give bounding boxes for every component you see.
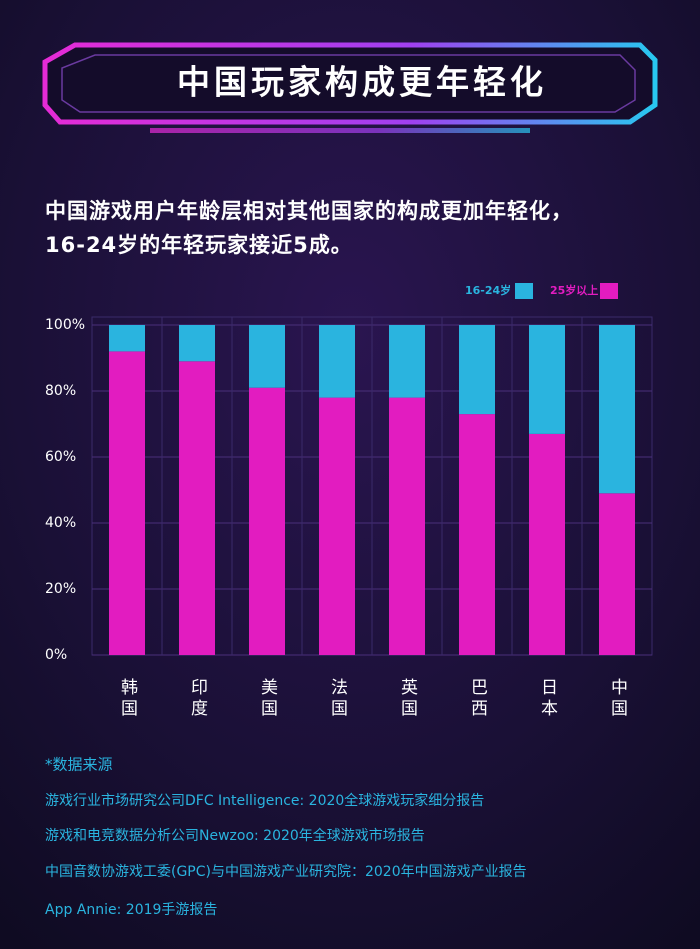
bar-segment xyxy=(319,325,355,398)
title-banner xyxy=(42,42,658,133)
x-tick-label: 巴西 xyxy=(467,678,487,720)
source: 游戏和电竞数据分析公司Newzoo: 2020年全球游戏市场报告 xyxy=(45,827,425,844)
y-tick-label: 40% xyxy=(45,515,76,531)
legend-swatch xyxy=(515,283,533,299)
source: 中国音数协游戏工委(GPC)与中国游戏产业研究院：2020年中国游戏产业报告 xyxy=(45,863,527,880)
x-tick-label: 美国 xyxy=(257,678,278,720)
y-tick-label: 20% xyxy=(45,581,76,597)
bar-segment xyxy=(249,387,285,655)
legend-swatch xyxy=(600,283,618,299)
x-tick-label: 中国 xyxy=(607,678,627,720)
source: 游戏行业市场研究公司DFC Intelligence: 2020全球游戏玩家细分… xyxy=(45,792,484,809)
y-tick-label: 0% xyxy=(45,647,67,663)
bar-segment xyxy=(179,361,215,655)
x-tick-label: 韩国 xyxy=(117,678,138,720)
bar-segment xyxy=(529,433,565,655)
bar-segment xyxy=(459,325,495,415)
y-tick-label: 60% xyxy=(45,449,76,465)
legend-label: 25岁以上 xyxy=(550,283,598,297)
subtitle: 中国游戏用户年龄层相对其他国家的构成更加年轻化， xyxy=(45,199,573,223)
bar-segment xyxy=(529,325,565,434)
bar-segment xyxy=(599,493,635,655)
bar-segment xyxy=(109,325,145,352)
bar-segment xyxy=(319,397,355,655)
x-tick-label: 法国 xyxy=(327,678,348,720)
bar-segment xyxy=(249,325,285,388)
source: App Annie: 2019手游报告 xyxy=(45,902,217,918)
y-tick-label: 100% xyxy=(45,317,85,333)
x-tick-label: 英国 xyxy=(397,678,418,720)
bar-segment xyxy=(179,325,215,362)
x-tick-label: 印度 xyxy=(187,678,208,720)
legend-label: 16-24岁 xyxy=(465,283,511,297)
y-tick-label: 80% xyxy=(45,383,76,399)
bar-segment xyxy=(389,397,425,655)
source-title: *数据来源 xyxy=(45,756,113,774)
bar-segment xyxy=(599,325,635,494)
bar-segment xyxy=(459,414,495,655)
subtitle: 16-24岁的年轻玩家接近5成。 xyxy=(45,233,353,257)
x-tick-label: 日本 xyxy=(537,678,558,720)
bar-segment xyxy=(109,351,145,655)
chart-title: 中国玩家构成更年轻化 xyxy=(177,63,547,102)
bar-segment xyxy=(389,325,425,398)
